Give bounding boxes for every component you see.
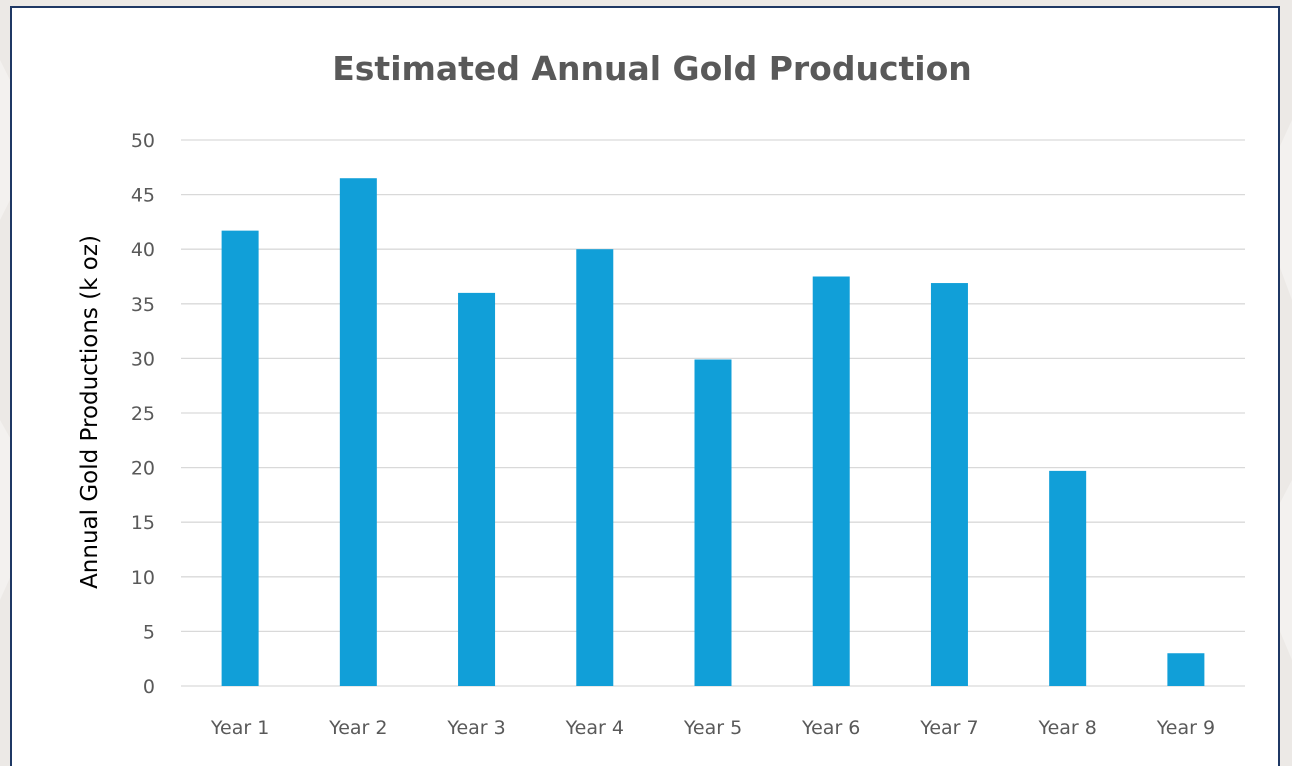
y-tick-label: 50 xyxy=(131,130,155,152)
y-tick-label: 45 xyxy=(131,185,155,207)
x-tick-label: Year 3 xyxy=(446,717,505,739)
x-tick-label: Year 1 xyxy=(210,717,269,739)
y-tick-label: 20 xyxy=(131,458,155,480)
y-tick-label: 40 xyxy=(131,239,155,261)
y-tick-label: 5 xyxy=(143,621,155,643)
x-tick-label: Year 8 xyxy=(1037,717,1096,739)
chart-title: Estimated Annual Gold Production xyxy=(332,49,972,88)
y-tick-label: 30 xyxy=(131,348,155,370)
y-tick-label: 10 xyxy=(131,567,155,589)
x-tick-label: Year 2 xyxy=(328,717,387,739)
y-axis-ticks: 0 5 10 15 20 25 30 35 40 45 50 xyxy=(131,130,155,698)
bar-year-4 xyxy=(576,249,614,686)
bar-year-8 xyxy=(1049,470,1087,686)
x-tick-label: Year 9 xyxy=(1156,717,1215,739)
y-axis-label: Annual Gold Productions (k oz) xyxy=(77,235,103,589)
y-tick-label: 15 xyxy=(131,512,155,534)
bar-year-5 xyxy=(694,359,732,686)
x-tick-label: Year 6 xyxy=(801,717,860,739)
bar-year-6 xyxy=(812,276,850,686)
x-axis-ticks: Year 1 Year 2 Year 3 Year 4 Year 5 Year 6 Year… xyxy=(210,717,1215,739)
x-tick-label: Year 5 xyxy=(683,717,742,739)
y-tick-label: 25 xyxy=(131,403,155,425)
y-tick-label: 35 xyxy=(131,294,155,316)
bars xyxy=(221,178,1205,687)
x-tick-label: Year 7 xyxy=(919,717,978,739)
bar-year-9 xyxy=(1167,653,1205,686)
y-tick-label: 0 xyxy=(143,676,155,698)
x-tick-label: Year 4 xyxy=(565,717,624,739)
bar-year-7 xyxy=(930,283,968,686)
bar-year-3 xyxy=(458,292,496,686)
bar-year-2 xyxy=(339,178,377,686)
bar-year-1 xyxy=(221,230,259,687)
